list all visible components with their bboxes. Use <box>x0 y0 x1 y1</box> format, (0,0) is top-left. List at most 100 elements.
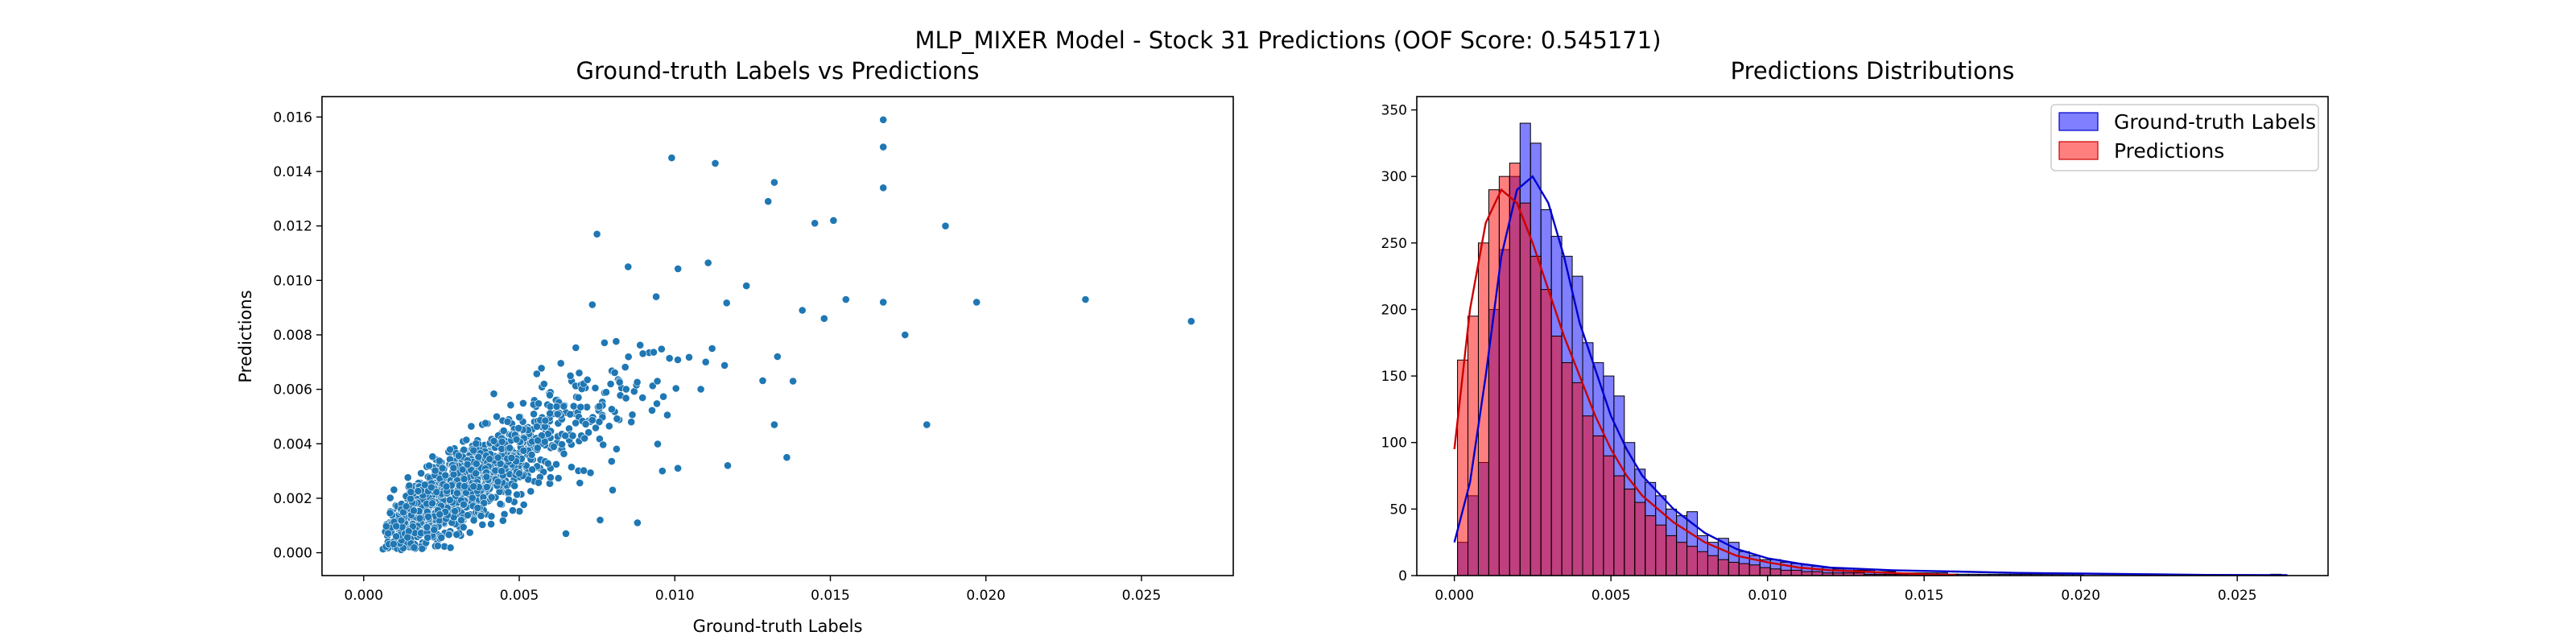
scatter-point <box>811 219 819 228</box>
scatter-point <box>923 420 931 429</box>
scatter-point <box>392 522 401 530</box>
scatter-point <box>499 427 508 435</box>
scatter-point <box>539 380 548 388</box>
scatter-point <box>581 420 590 428</box>
histogram-kde-curves <box>1453 175 2288 576</box>
scatter-point <box>460 445 469 454</box>
scatter-point <box>506 444 514 452</box>
scatter-point <box>568 463 576 472</box>
scatter-point <box>580 466 588 475</box>
scatter-point <box>442 482 451 491</box>
scatter-point <box>652 292 660 301</box>
scatter-point <box>829 216 838 225</box>
scatter-point <box>654 440 662 448</box>
histogram-bar-predictions <box>1676 542 1688 576</box>
scatter-point <box>493 453 502 462</box>
scatter-point <box>758 376 767 385</box>
scatter-point <box>628 411 637 419</box>
scatter-point <box>509 506 517 514</box>
scatter-point <box>478 520 487 529</box>
scatter-point <box>515 469 523 478</box>
scatter-point <box>460 475 469 483</box>
scatter-point <box>537 364 546 373</box>
scatter-point <box>392 532 400 541</box>
scatter-point <box>638 394 647 402</box>
scatter-point <box>407 488 415 497</box>
scatter-x-tick-label: 0.015 <box>811 588 850 604</box>
scatter-point <box>438 464 447 473</box>
legend-label-ground-truth: Ground-truth Labels <box>2114 110 2316 134</box>
histogram-y-tick-label: 150 <box>1381 369 1407 385</box>
scatter-point <box>493 477 502 486</box>
scatter-y-axis-label: Predictions <box>236 290 255 382</box>
scatter-point <box>541 416 550 425</box>
histogram-bar-predictions <box>1624 489 1636 576</box>
scatter-point <box>386 509 394 518</box>
histogram-bar-predictions <box>1728 561 1740 576</box>
histogram-bar-predictions <box>1509 163 1521 576</box>
scatter-y-tick-label: 0.012 <box>273 219 312 235</box>
scatter-point <box>514 424 523 432</box>
legend-box <box>2050 104 2319 171</box>
scatter-point <box>410 506 418 515</box>
scatter-point <box>575 369 584 378</box>
scatter-point <box>477 511 485 520</box>
scatter-point <box>574 393 583 402</box>
scatter-point <box>584 428 592 437</box>
histogram-y-tick-label: 350 <box>1381 103 1407 119</box>
figure-suptitle: MLP_MIXER Model - Stock 31 Predictions (… <box>914 27 1661 54</box>
scatter-point <box>464 511 472 519</box>
scatter-point <box>505 495 513 504</box>
scatter-point <box>592 423 600 432</box>
scatter-y-tick-label: 0.006 <box>273 382 312 398</box>
scatter-point <box>1187 317 1195 325</box>
scatter-panel: Ground-truth Labels vs Predictions 0.000… <box>236 57 1234 636</box>
scatter-point <box>453 489 461 497</box>
scatter-point <box>592 229 601 238</box>
scatter-point <box>430 526 439 534</box>
scatter-point <box>389 539 398 548</box>
scatter-point <box>497 437 506 446</box>
scatter-point <box>489 436 498 445</box>
scatter-point <box>653 399 661 408</box>
scatter-point <box>621 394 630 402</box>
scatter-point <box>553 410 562 419</box>
scatter-point <box>515 507 524 515</box>
scatter-point <box>493 412 501 421</box>
scatter-point <box>462 436 471 444</box>
scatter-point <box>605 422 613 431</box>
histogram-bar-predictions <box>1790 569 1802 576</box>
scatter-point <box>580 434 589 443</box>
scatter-point <box>621 363 630 371</box>
histogram-x-tick-label: 0.025 <box>2218 588 2257 604</box>
scatter-point <box>798 306 807 315</box>
scatter-point <box>487 493 496 502</box>
scatter-point <box>595 402 604 411</box>
scatter-point <box>667 154 676 162</box>
scatter-point <box>568 431 577 440</box>
scatter-point <box>599 440 608 449</box>
scatter-point <box>624 353 633 361</box>
histogram-x-tick-label: 0.000 <box>1435 588 1474 604</box>
scatter-point <box>524 475 533 484</box>
scatter-point <box>435 456 444 465</box>
scatter-point <box>627 418 636 427</box>
scatter-y-tick-label: 0.010 <box>273 273 312 289</box>
scatter-point <box>472 440 481 448</box>
scatter-point <box>586 469 595 477</box>
scatter-point <box>546 390 554 399</box>
scatter-point <box>636 341 645 349</box>
scatter-point <box>519 446 528 455</box>
scatter-point <box>415 514 424 522</box>
scatter-point <box>559 402 568 411</box>
scatter-point <box>841 295 850 303</box>
scatter-point <box>583 375 592 384</box>
scatter-point <box>572 419 580 427</box>
scatter-point <box>390 485 398 494</box>
scatter-point <box>561 431 570 440</box>
scatter-point <box>473 504 482 512</box>
scatter-point <box>633 378 642 386</box>
histogram-bar-predictions <box>1561 362 1573 576</box>
scatter-point <box>588 416 597 424</box>
